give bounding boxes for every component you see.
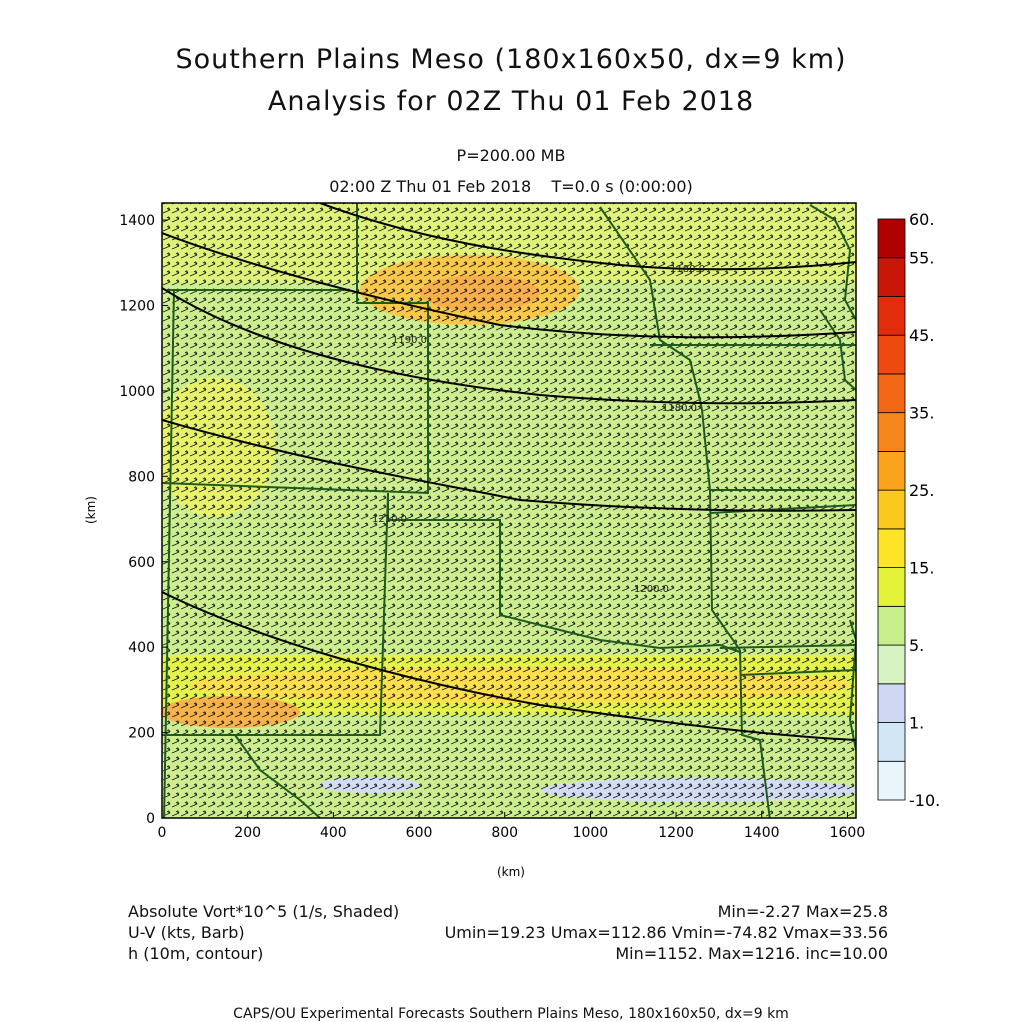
contour-label: 1210.0 bbox=[372, 514, 407, 525]
colorbar-label: 35. bbox=[909, 404, 934, 423]
valid-time: 02:00 Z Thu 01 Feb 2018 T=0.0 s (0:00:00… bbox=[329, 177, 693, 196]
colorbar-swatch bbox=[877, 296, 906, 336]
legend-vorticity-range: Min=-2.27 Max=25.8 bbox=[717, 902, 888, 921]
colorbar-swatch bbox=[877, 218, 906, 259]
x-axis-label: (km) bbox=[497, 865, 525, 879]
legend-vorticity: Absolute Vort*10^5 (1/s, Shaded) bbox=[128, 902, 400, 921]
colorbar-swatch bbox=[877, 528, 906, 568]
colorbar: -10. 1. 5. 15. 25. 35. 45. 55. 60. bbox=[877, 210, 940, 810]
legend-height: h (10m, contour) bbox=[128, 944, 264, 963]
x-tick-label: 0 bbox=[158, 825, 167, 841]
colorbar-label: 45. bbox=[909, 326, 934, 345]
contour-label: 1180.0 bbox=[670, 264, 705, 275]
colorbar-swatch bbox=[877, 257, 906, 297]
map-title: Southern Plains Meso (180x160x50, dx=9 k… bbox=[175, 44, 847, 75]
legend-wind: U-V (kts, Barb) bbox=[128, 923, 245, 942]
footer-credit: CAPS/OU Experimental Forecasts Southern … bbox=[233, 1006, 789, 1022]
pressure-level: P=200.00 MB bbox=[456, 146, 566, 165]
contour-label: 1180.0 bbox=[662, 403, 697, 414]
legend-wind-range: Umin=19.23 Umax=112.86 Vmin=-74.82 Vmax=… bbox=[444, 923, 888, 942]
contour-labels: 1180.0 1190.0 1180.0 1200.0 1210.0 bbox=[372, 264, 705, 595]
plot-frame bbox=[161, 202, 857, 819]
contour-label: 1190.0 bbox=[392, 335, 427, 346]
y-tick-label: 0 bbox=[146, 811, 155, 827]
y-tick-label: 400 bbox=[128, 640, 155, 656]
colorbar-swatch bbox=[877, 644, 906, 685]
y-tick-label: 800 bbox=[128, 469, 155, 485]
colorbar-swatch bbox=[877, 722, 906, 762]
x-tick-label: 1600 bbox=[830, 825, 866, 841]
y-tick-label: 200 bbox=[128, 726, 155, 742]
height-contours bbox=[162, 203, 856, 741]
x-tick-label: 400 bbox=[320, 825, 347, 841]
contour-label: 1200.0 bbox=[634, 584, 669, 595]
x-tick-label: 200 bbox=[234, 825, 261, 841]
y-axis: 0 200 400 600 800 1000 1200 1400 bbox=[119, 213, 168, 827]
colorbar-label: 1. bbox=[909, 714, 924, 733]
y-tick-label: 1000 bbox=[119, 384, 155, 400]
x-tick-label: 1400 bbox=[744, 825, 780, 841]
colorbar-swatch bbox=[877, 760, 906, 801]
x-axis: 0 200 400 600 800 1000 1200 1400 1600 bbox=[158, 812, 866, 841]
colorbar-swatch bbox=[877, 334, 906, 375]
colorbar-swatch bbox=[877, 373, 906, 414]
colorbar-label: 55. bbox=[909, 249, 934, 268]
state-boundaries bbox=[162, 203, 856, 818]
x-tick-label: 600 bbox=[406, 825, 433, 841]
colorbar-swatch bbox=[877, 683, 906, 723]
x-tick-label: 800 bbox=[491, 825, 518, 841]
colorbar-swatch bbox=[877, 412, 906, 452]
colorbar-label: 5. bbox=[909, 636, 924, 655]
colorbar-swatch bbox=[877, 567, 906, 607]
colorbar-label: -10. bbox=[909, 791, 940, 810]
colorbar-swatch bbox=[877, 605, 906, 646]
x-tick-label: 1000 bbox=[573, 825, 609, 841]
colorbar-label: 60. bbox=[909, 210, 934, 229]
y-tick-label: 1200 bbox=[119, 299, 155, 315]
colorbar-label: 15. bbox=[909, 559, 934, 578]
legend-height-range: Min=1152. Max=1216. inc=10.00 bbox=[615, 944, 888, 963]
y-axis-label: (km) bbox=[84, 496, 98, 524]
colorbar-swatch bbox=[877, 489, 906, 530]
y-tick-label: 1400 bbox=[119, 213, 155, 229]
y-tick-label: 600 bbox=[128, 555, 155, 571]
map-subtitle: Analysis for 02Z Thu 01 Feb 2018 bbox=[267, 86, 755, 117]
colorbar-label: 25. bbox=[909, 481, 934, 500]
colorbar-swatch bbox=[877, 450, 906, 491]
x-tick-label: 1200 bbox=[658, 825, 694, 841]
